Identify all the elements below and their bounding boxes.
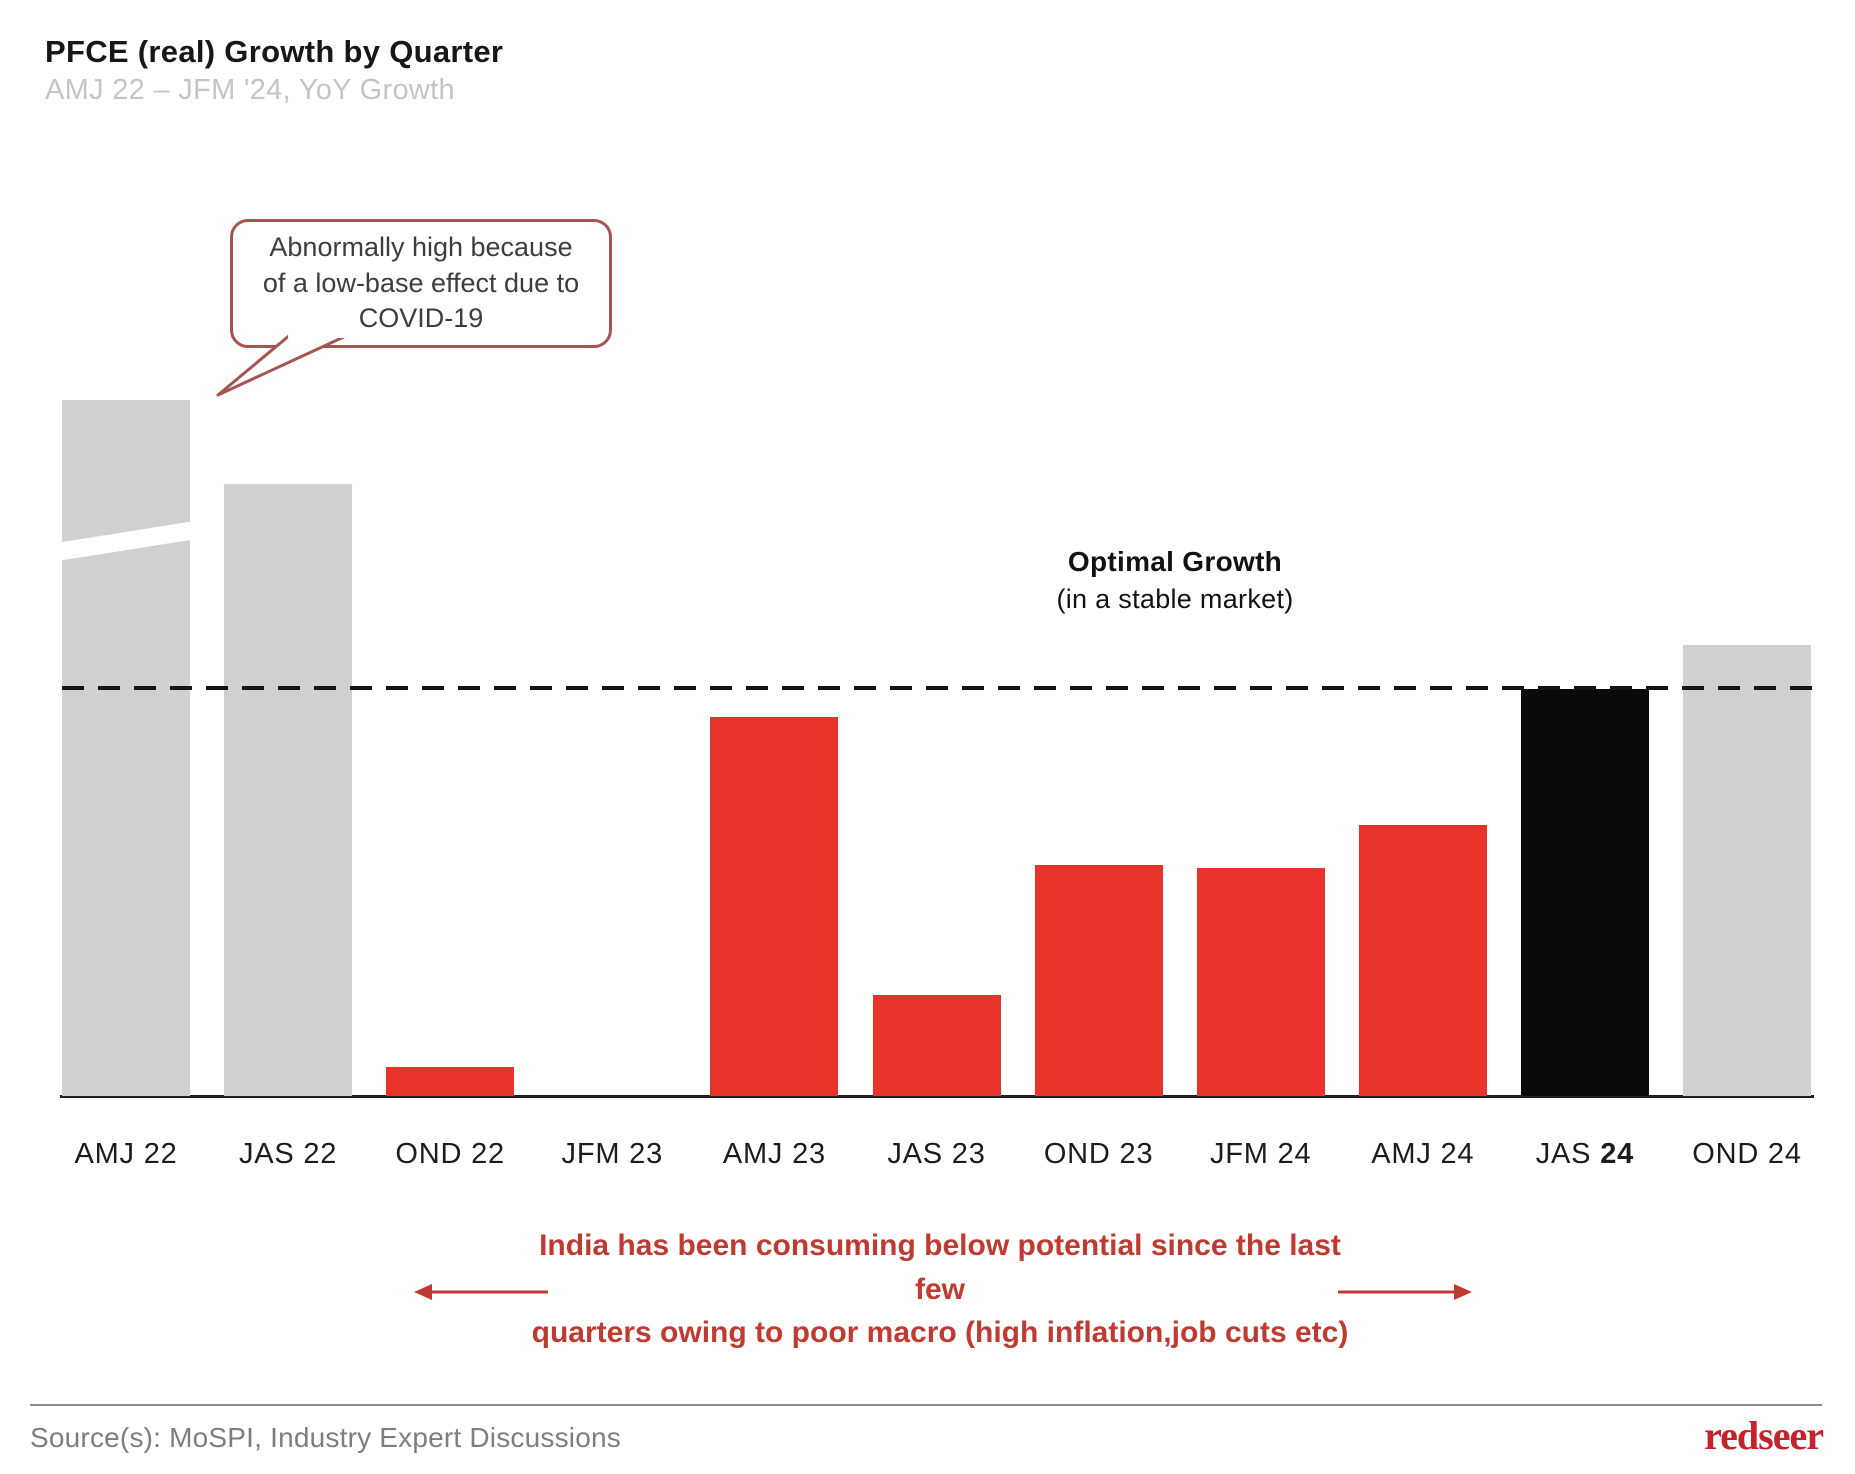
redseer-logo: redseer <box>1704 1413 1824 1458</box>
annotation-line: quarters owing to poor macro (high infla… <box>531 1316 1349 1349</box>
callout-bubble: Abnormally high because of a low-base ef… <box>230 219 612 348</box>
x-label-amj-22: AMJ 22 <box>74 1138 178 1170</box>
bar-amj-24 <box>1358 825 1487 1096</box>
bar-amj-23 <box>710 717 839 1096</box>
x-label-ond-24: OND 24 <box>1692 1138 1802 1170</box>
x-axis-labels: AMJ 22 JAS 22 OND 22 JFM 23 AMJ 23 JAS 23 OND … <box>62 1138 1811 1180</box>
source-note: Source(s): MoSPI, Industry Expert Discus… <box>30 1422 621 1453</box>
callout-tail <box>216 331 350 397</box>
callout-line: Abnormally high because <box>269 232 573 262</box>
right-arrow-icon <box>1338 1284 1472 1300</box>
bar-ond-22 <box>386 1067 515 1096</box>
optimal-growth-line2: (in a stable market) <box>1056 584 1294 614</box>
optimal-growth-reference-line <box>62 686 1812 690</box>
x-label-jfm-23: JFM 23 <box>561 1138 664 1170</box>
left-arrow-icon <box>414 1284 548 1300</box>
bar-jfm-24 <box>1196 868 1325 1096</box>
x-label-amj-23: AMJ 23 <box>722 1138 826 1170</box>
x-label-amj-24: AMJ 24 <box>1371 1138 1475 1170</box>
x-label-jas-23: JAS 23 <box>887 1138 986 1170</box>
bar-jas-22 <box>224 484 353 1096</box>
bar-ond-23 <box>1034 865 1163 1096</box>
below-potential-annotation: India has been consuming below potential… <box>520 1224 1360 1355</box>
callout-line: COVID-19 <box>358 303 484 334</box>
page-subtitle: AMJ 22 – JFM '24, YoY Growth <box>45 74 455 106</box>
x-label-jas-24: JAS 24 <box>1535 1138 1635 1170</box>
bar-chart <box>62 0 1811 1096</box>
callout-line: of a low-base effect due to <box>262 267 580 298</box>
x-label-ond-22: OND 22 <box>395 1138 505 1170</box>
x-axis-line <box>60 1095 1814 1098</box>
footer-divider <box>30 1404 1822 1406</box>
axis-break-marker <box>62 519 190 563</box>
x-label-jfm-24: JFM 24 <box>1209 1138 1312 1170</box>
bar-jas-23 <box>872 995 1001 1096</box>
optimal-growth-line1: Optimal Growth <box>1067 546 1283 577</box>
bar-amj-22 <box>62 400 190 1096</box>
bar-jas-24 <box>1520 689 1649 1096</box>
x-label-ond-23: OND 23 <box>1043 1138 1154 1170</box>
x-label-jas-22: JAS 22 <box>238 1138 338 1170</box>
bar-ond-24 <box>1683 645 1811 1096</box>
page-title: PFCE (real) Growth by Quarter <box>45 34 504 69</box>
annotation-line: India has been consuming below potential… <box>539 1229 1341 1306</box>
optimal-growth-label: Optimal Growth (in a stable market) <box>1005 546 1345 615</box>
